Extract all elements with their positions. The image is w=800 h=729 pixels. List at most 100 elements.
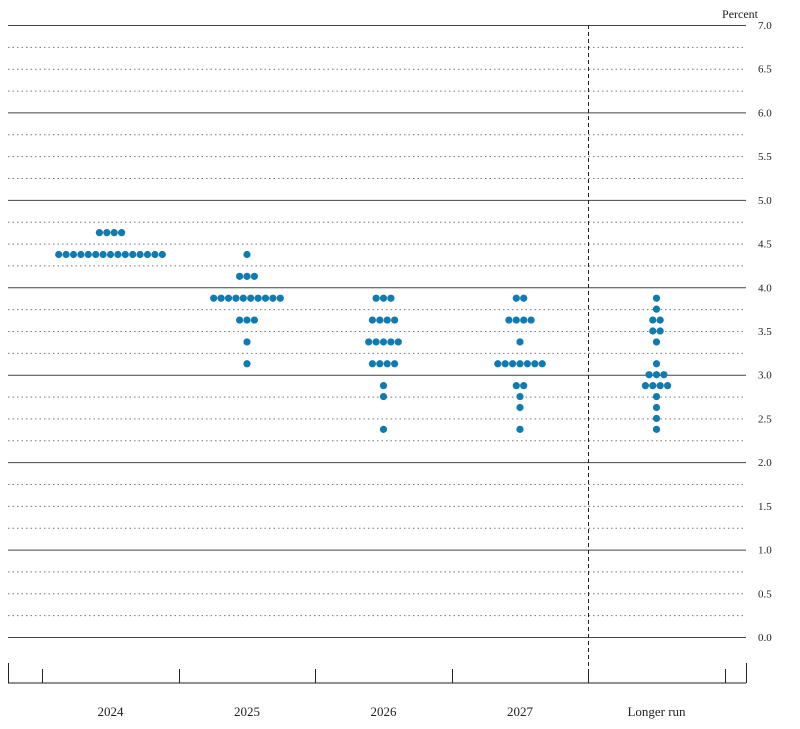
- dot: [110, 229, 118, 237]
- y-tick-label: 3.0: [758, 370, 772, 382]
- y-tick-label: 6.5: [758, 64, 772, 76]
- y-tick-label: 7.0: [758, 20, 772, 32]
- dot: [387, 294, 395, 302]
- y-tick-label: 1.5: [758, 501, 772, 513]
- dot: [383, 360, 391, 368]
- dot: [494, 360, 502, 368]
- dot: [383, 316, 391, 324]
- dot: [501, 360, 509, 368]
- dot: [243, 272, 251, 280]
- dot: [365, 338, 373, 346]
- dot: [520, 382, 528, 390]
- y-axis-ticks: 0.0 0.5 1.0 1.5 2.0 2.5 3.0 3.5 4.0 4.5 5.0 5.5 6.0 6…: [758, 20, 772, 644]
- x-tick-label: 2026: [371, 704, 398, 719]
- dot: [652, 305, 661, 313]
- dot: [99, 250, 107, 259]
- y-tick-label: 1.0: [758, 545, 772, 557]
- dot: [368, 360, 376, 368]
- dot: [247, 294, 255, 302]
- y-tick-label: 4.0: [758, 282, 772, 294]
- x-tick-label: 2024: [98, 704, 125, 719]
- dot: [379, 425, 388, 433]
- dot: [379, 338, 388, 346]
- dot: [151, 250, 159, 259]
- dot: [660, 371, 668, 379]
- dot: [114, 250, 122, 259]
- dots: [55, 229, 672, 433]
- dot: [394, 338, 402, 346]
- dot: [531, 360, 539, 368]
- x-tick-label: Longer run: [627, 704, 686, 719]
- dot: [62, 250, 70, 259]
- dot: [512, 316, 520, 324]
- dot: [652, 294, 661, 302]
- dot: [250, 316, 258, 324]
- dot: [158, 250, 166, 259]
- dot: [664, 382, 672, 390]
- dot: [243, 250, 251, 259]
- dot: [121, 250, 129, 259]
- dot: [649, 327, 657, 335]
- dot: [516, 425, 524, 433]
- dot: [656, 382, 664, 390]
- dot: [118, 229, 126, 237]
- x-tick-label: 2025: [234, 704, 260, 719]
- dot: [652, 392, 661, 401]
- y-tick-label: 2.0: [758, 457, 772, 469]
- y-tick-label: 0.0: [758, 632, 772, 644]
- dot: [250, 272, 258, 280]
- dot: [391, 316, 399, 324]
- dot: [645, 371, 653, 379]
- dot: [379, 294, 388, 302]
- dot: [372, 338, 380, 346]
- dot: [512, 294, 520, 302]
- dot: [379, 382, 388, 390]
- dot: [656, 327, 664, 335]
- gridlines: [8, 25, 746, 638]
- dot: [652, 338, 661, 346]
- dot: [649, 382, 657, 390]
- y-tick-label: 2.5: [758, 413, 772, 425]
- dot: [236, 316, 244, 324]
- dot: [95, 229, 103, 237]
- dot: [516, 360, 524, 368]
- dot: [376, 360, 384, 368]
- y-axis-label: Percent: [722, 7, 759, 21]
- dot: [261, 294, 270, 302]
- dot: [391, 360, 399, 368]
- dot: [129, 250, 137, 259]
- dot: [656, 316, 664, 324]
- dot: [276, 294, 284, 302]
- dot: [243, 338, 251, 346]
- dot: [387, 338, 395, 346]
- y-tick-label: 5.0: [758, 195, 772, 207]
- y-tick-label: 0.5: [758, 588, 772, 600]
- dot: [520, 316, 528, 324]
- dot: [516, 338, 524, 346]
- dot: [376, 316, 384, 324]
- x-tick-label: 2027: [507, 704, 534, 719]
- y-tick-label: 5.5: [758, 151, 772, 163]
- dot: [372, 294, 380, 302]
- dot: [527, 316, 535, 324]
- dot: [236, 272, 244, 280]
- dot: [103, 229, 111, 237]
- dot: [516, 392, 524, 401]
- dot: [69, 250, 78, 259]
- dot: [269, 294, 277, 302]
- dot: [652, 414, 661, 423]
- dot: [652, 371, 661, 379]
- dot: [239, 294, 247, 302]
- dot: [641, 382, 650, 390]
- dot: [254, 294, 262, 302]
- dot: [652, 360, 661, 368]
- dot: [232, 294, 240, 302]
- dot: [243, 316, 251, 324]
- dot: [652, 425, 661, 433]
- dot: [516, 403, 524, 412]
- x-axis: 2024 2025 2026 2027 Longer run: [8, 25, 747, 719]
- dot: [77, 250, 85, 259]
- dot: [368, 316, 376, 324]
- dot: [649, 316, 657, 324]
